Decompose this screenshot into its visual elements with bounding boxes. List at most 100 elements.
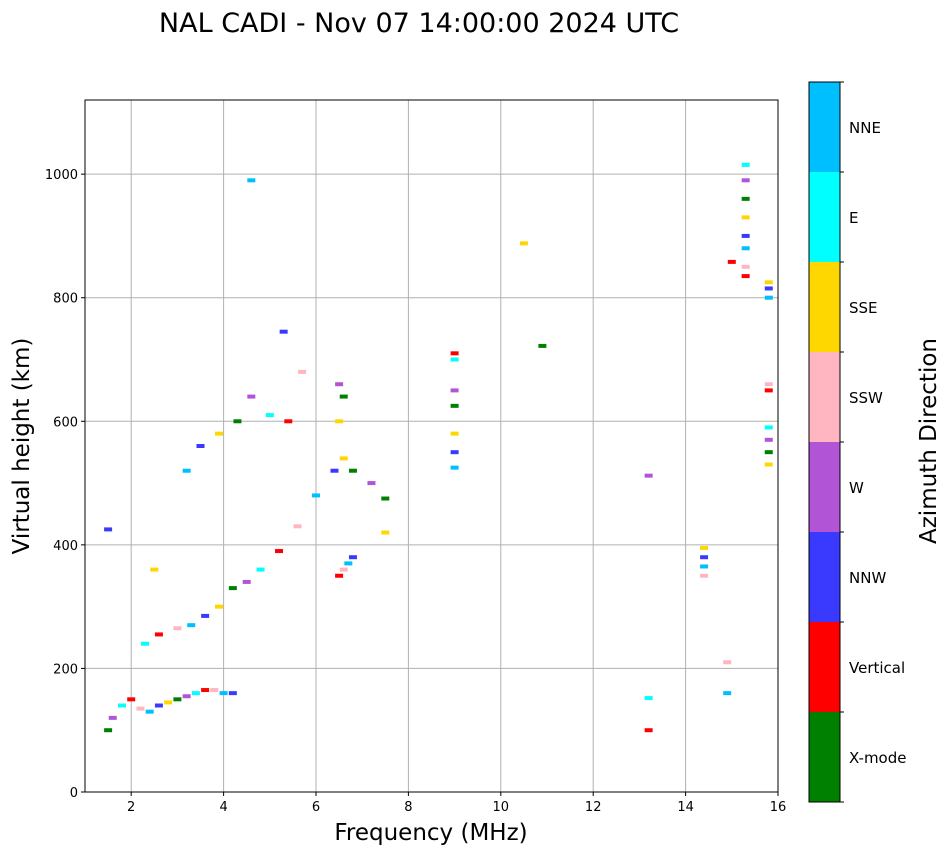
data-marks — [104, 162, 773, 733]
data-point — [538, 343, 547, 348]
data-point — [450, 450, 459, 455]
data-point — [741, 233, 750, 238]
chart-title: NAL CADI - Nov 07 14:00:00 2024 UTC — [159, 8, 679, 39]
x-tick-label: 14 — [677, 800, 694, 815]
data-point — [247, 178, 256, 183]
colorbar-tick-label: NNW — [849, 569, 886, 587]
data-point — [741, 162, 750, 167]
data-point — [339, 394, 348, 399]
colorbar-tick-label: SSE — [849, 299, 878, 317]
data-point — [339, 567, 348, 572]
x-tick-label: 10 — [493, 800, 510, 815]
data-point — [214, 431, 223, 436]
data-point — [764, 462, 773, 467]
data-point — [182, 694, 191, 699]
colorbar-label: Azimuth Direction — [916, 338, 942, 544]
data-point — [330, 468, 339, 473]
data-point — [741, 246, 750, 251]
y-tick-label: 600 — [53, 415, 78, 430]
data-point — [764, 388, 773, 393]
y-tick-label: 200 — [53, 662, 78, 677]
data-point — [348, 555, 357, 560]
colorbar-segment — [809, 82, 840, 172]
colorbar-segment — [809, 172, 840, 262]
data-point — [339, 456, 348, 461]
data-point — [700, 564, 709, 569]
data-point — [741, 196, 750, 201]
data-point — [450, 403, 459, 408]
x-tick-label: 6 — [312, 800, 320, 815]
data-point — [519, 241, 528, 246]
data-point — [201, 613, 210, 618]
data-point — [228, 691, 237, 696]
data-point — [150, 567, 159, 572]
data-point — [182, 468, 191, 473]
data-point — [104, 728, 113, 733]
data-point — [700, 545, 709, 550]
data-point — [219, 691, 228, 696]
y-tick-label: 800 — [53, 292, 78, 307]
data-point — [344, 561, 353, 566]
colorbar-tick-label: E — [849, 209, 858, 227]
data-point — [279, 329, 288, 334]
data-point — [201, 688, 210, 693]
data-point — [191, 691, 200, 696]
colorbar-segment — [809, 442, 840, 532]
data-point — [214, 604, 223, 609]
data-point — [187, 623, 196, 628]
data-point — [367, 481, 376, 486]
data-point — [741, 215, 750, 220]
data-point — [312, 493, 320, 498]
data-point — [644, 696, 653, 701]
x-tick-label: 4 — [219, 800, 227, 815]
data-point — [117, 703, 126, 708]
data-point — [764, 295, 773, 300]
plot-frame — [84, 99, 779, 793]
data-point — [173, 626, 182, 631]
data-point — [381, 496, 390, 501]
data-point — [154, 703, 163, 708]
data-point — [256, 567, 265, 572]
data-point — [275, 549, 284, 554]
data-point — [141, 641, 150, 646]
data-point — [247, 394, 256, 399]
data-point — [335, 419, 344, 424]
data-point — [700, 555, 709, 560]
colorbar-tick-label: W — [849, 479, 864, 497]
y-axis: 0 200 400 600 800 1000 — [45, 168, 85, 801]
data-point — [450, 388, 459, 393]
colorbar-tick-label: X-mode — [849, 749, 906, 767]
data-point — [764, 382, 773, 387]
y-axis-label: Virtual height (km) — [9, 338, 35, 555]
data-point — [723, 691, 732, 696]
data-point — [242, 579, 251, 584]
data-point — [700, 573, 709, 578]
colorbar-segment — [809, 352, 840, 442]
data-point — [644, 728, 653, 733]
data-point — [741, 274, 750, 279]
x-tick-label: 8 — [404, 800, 412, 815]
data-point — [210, 688, 219, 693]
colorbar-segment — [809, 712, 840, 802]
data-point — [233, 419, 242, 424]
data-point — [164, 700, 173, 705]
data-point — [145, 709, 154, 714]
data-point — [348, 468, 357, 473]
data-point — [298, 369, 307, 374]
y-tick-label: 0 — [70, 786, 78, 801]
x-tick-label: 2 — [127, 800, 135, 815]
colorbar: X-mode Vertical NNW W SSW SSE E NNE — [808, 81, 906, 803]
colorbar-segment — [809, 622, 840, 712]
data-point — [335, 573, 344, 578]
data-point — [228, 586, 237, 591]
data-point — [450, 431, 459, 436]
data-point — [764, 286, 773, 291]
data-point — [741, 264, 750, 269]
x-axis-label: Frequency (MHz) — [334, 820, 527, 846]
colorbar-frame — [808, 81, 841, 803]
data-point — [293, 524, 302, 529]
data-point — [723, 660, 732, 665]
x-tick-label: 16 — [770, 800, 787, 815]
data-point — [764, 280, 773, 285]
data-point — [154, 632, 163, 637]
